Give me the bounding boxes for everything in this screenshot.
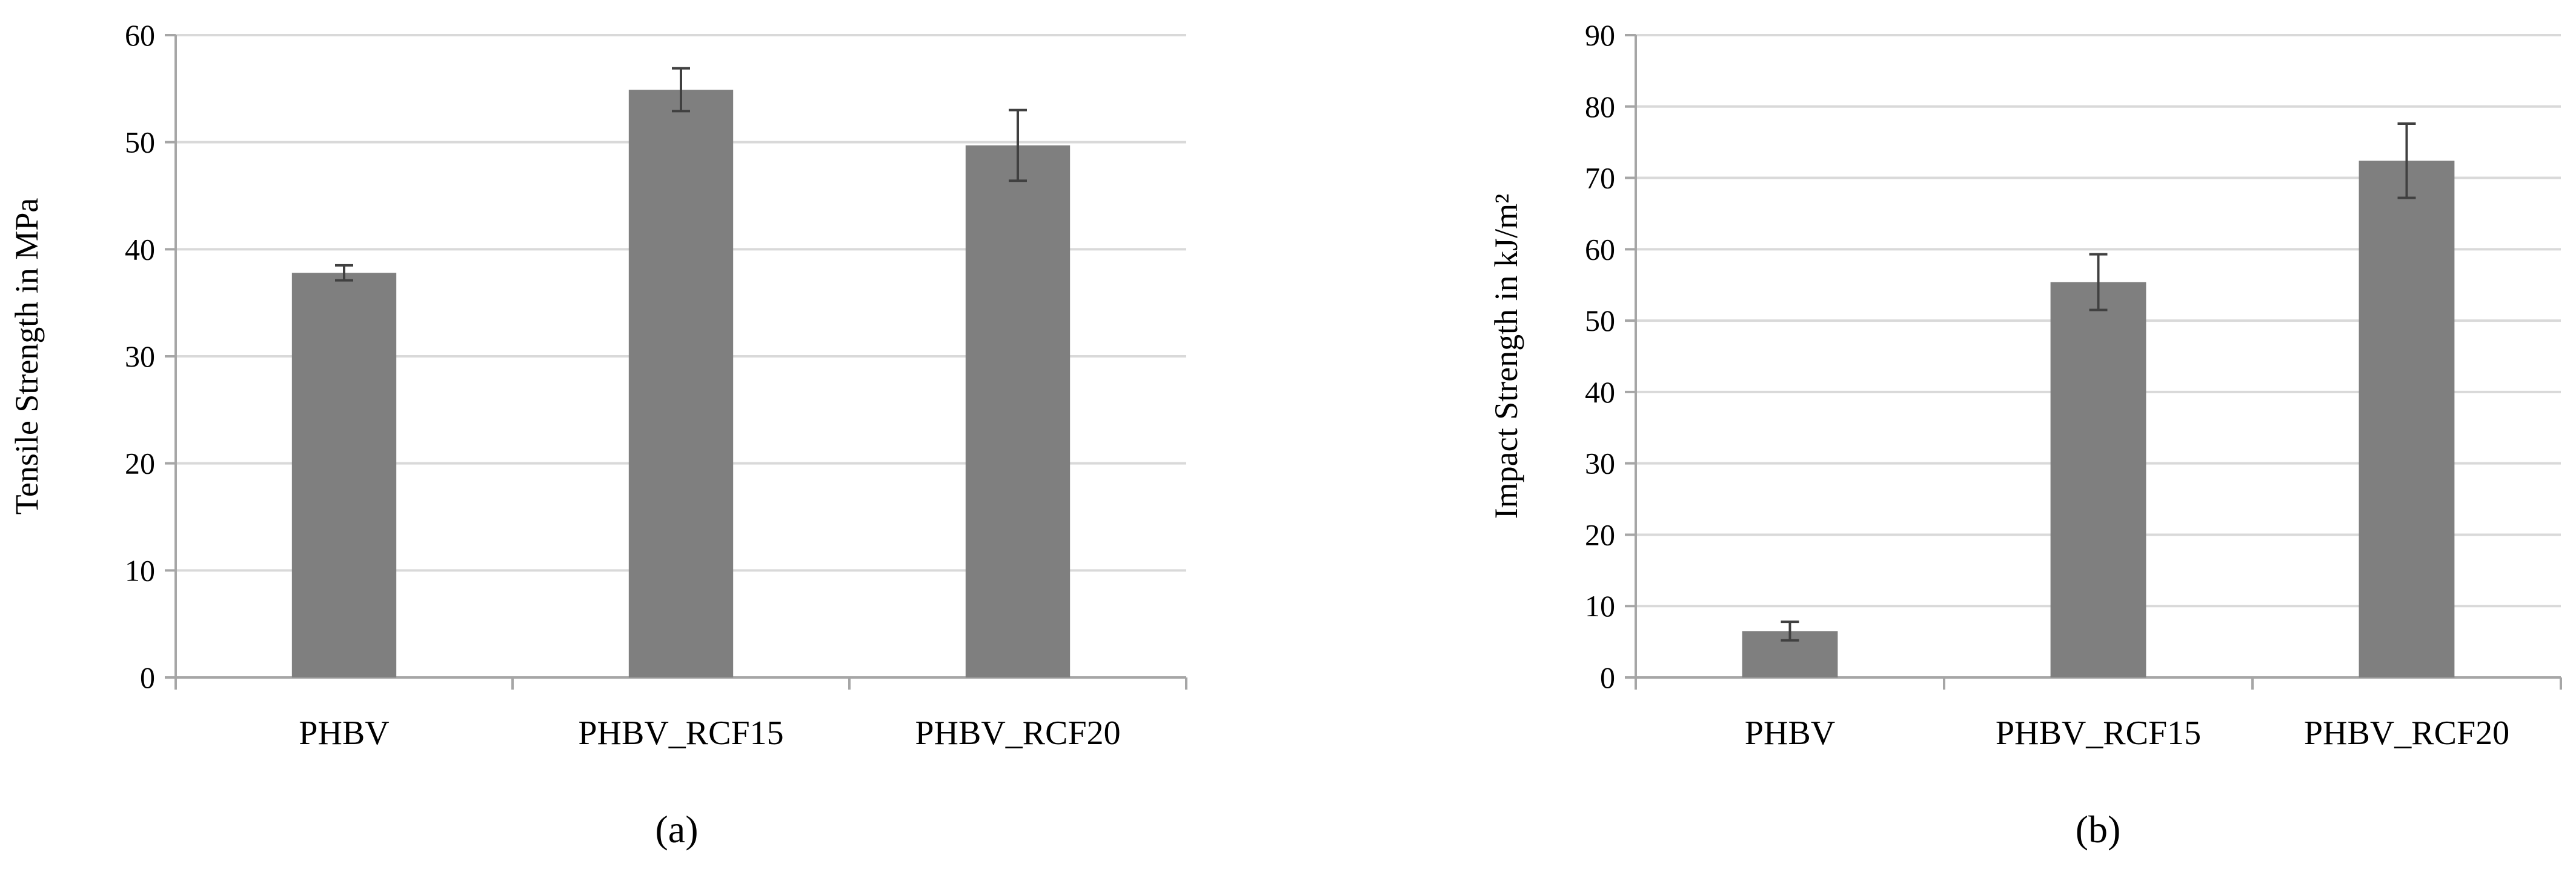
y-tick-label: 0 <box>1600 660 1615 694</box>
bar-phbv-rcf15 <box>2050 282 2146 677</box>
y-tick-label: 20 <box>125 447 155 481</box>
y-tick-label: 60 <box>1585 232 1615 266</box>
y-tick-label: 20 <box>1585 517 1615 551</box>
y-tick-label: 40 <box>125 232 155 266</box>
panel-label: (b) <box>2076 808 2121 851</box>
x-category-label: PHBV_RCF20 <box>2304 714 2509 752</box>
y-tick-label: 90 <box>1585 18 1615 52</box>
panel-label: (a) <box>655 808 698 851</box>
x-category-label: PHBV_RCF15 <box>578 714 783 752</box>
y-tick-label: 50 <box>1585 304 1615 338</box>
y-tick-label: 10 <box>1585 589 1615 623</box>
x-category-label: PHBV <box>299 714 389 752</box>
y-tick-label: 80 <box>1585 90 1615 124</box>
y-tick-label: 10 <box>125 553 155 587</box>
bar-phbv-rcf15 <box>628 90 734 678</box>
y-tick-label: 30 <box>1585 447 1615 481</box>
chart-panel-b: 0 10 20 30 40 50 60 70 80 90 PHBV PHBV_RCF15 PHBV_RC… <box>1488 18 2562 851</box>
x-category-label: PHBV <box>1745 714 1835 752</box>
y-tick-label: 40 <box>1585 375 1615 409</box>
x-category-label: PHBV_RCF20 <box>915 714 1120 752</box>
y-tick-label: 30 <box>125 339 155 373</box>
bar-phbv-rcf20 <box>2359 161 2455 677</box>
y-tick-label: 70 <box>1585 161 1615 195</box>
chart-panel-a: 0 10 20 30 40 50 60 PHBV PHBV_RCF15 PHBV_RCF20 Ten… <box>8 18 1187 851</box>
bar-phbv <box>291 273 397 677</box>
x-category-label: PHBV_RCF15 <box>1996 714 2201 752</box>
y-axis-title: Tensile Strength in MPa <box>8 198 45 515</box>
y-tick-label: 60 <box>125 18 155 52</box>
y-axis-title: Impact Strength in kJ/m² <box>1488 194 1524 519</box>
bar-phbv-rcf20 <box>965 145 1071 677</box>
y-tick-label: 0 <box>140 660 155 694</box>
y-tick-label: 50 <box>125 125 155 159</box>
